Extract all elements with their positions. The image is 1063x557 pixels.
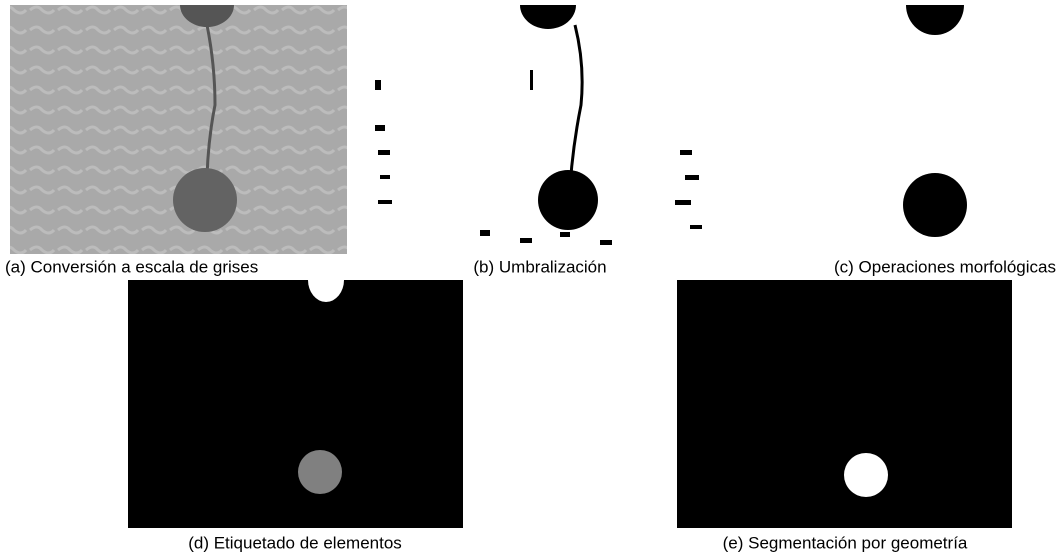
panel-d-image	[128, 280, 463, 528]
caption: (e) Segmentación por geometría	[723, 533, 968, 552]
page: {"figure": {"panels": [ {"caption": "(a)…	[0, 0, 1063, 557]
caption: (d) Etiquetado de elementos	[188, 533, 402, 552]
panel-e-image	[677, 280, 1012, 528]
figure: (a) Conversión a escala de grises (b) Um…	[0, 0, 1063, 557]
caption: (b) Umbralización	[473, 257, 606, 276]
caption: (c) Operaciones morfológicas	[834, 257, 1056, 276]
panel-c-image	[903, 5, 967, 237]
panel-a-image	[10, 5, 347, 254]
caption: (a) Conversión a escala de grises	[5, 257, 258, 276]
panel-b-image	[370, 5, 710, 255]
